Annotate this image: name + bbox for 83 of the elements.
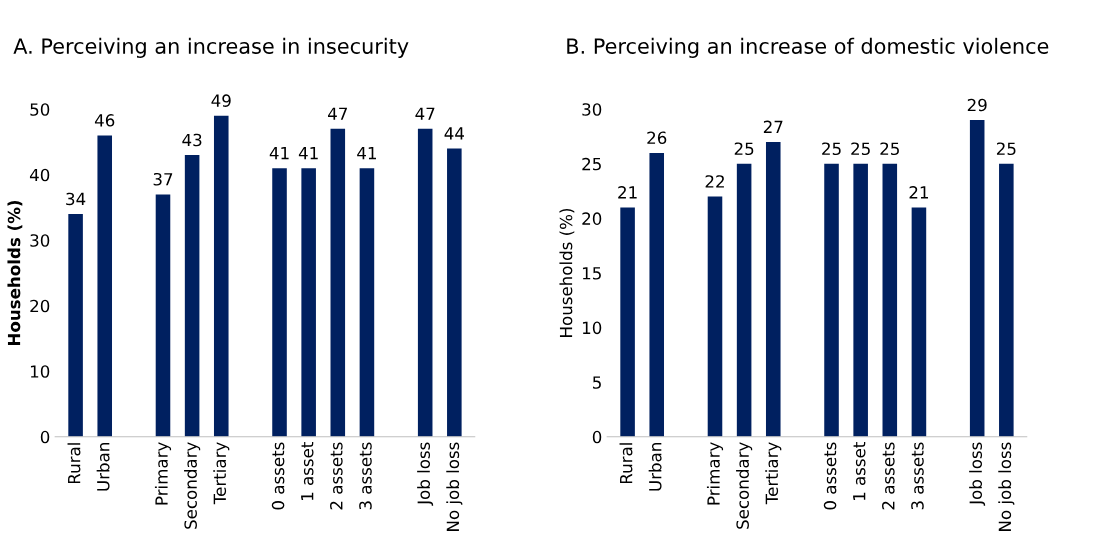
data-label: 47 bbox=[415, 107, 435, 120]
x-tick-label: 3 assets bbox=[911, 442, 924, 510]
x-tick-label: Primary bbox=[706, 442, 724, 505]
data-label: 49 bbox=[211, 94, 231, 107]
data-label: 27 bbox=[763, 120, 783, 133]
data-label: 41 bbox=[298, 147, 318, 160]
data-label: 25 bbox=[822, 142, 841, 156]
bar bbox=[736, 163, 752, 437]
data-label: 21 bbox=[618, 186, 637, 199]
y-tick-label: 50 bbox=[30, 103, 50, 116]
x-tick-label: No job loss bbox=[446, 442, 463, 531]
bar bbox=[765, 141, 781, 437]
y-tick-label: 30 bbox=[30, 234, 50, 247]
x-tick-label: 0 assets bbox=[271, 442, 285, 510]
x-tick-label: Secondary bbox=[184, 442, 201, 529]
bar bbox=[824, 163, 839, 437]
data-label: 29 bbox=[967, 98, 987, 112]
x-tick-label: 2 assets bbox=[330, 442, 343, 510]
y-tick-label: 0 bbox=[592, 430, 602, 444]
x-tick-label: 0 assets bbox=[823, 442, 837, 510]
data-label: 41 bbox=[357, 147, 376, 160]
bar bbox=[213, 115, 229, 437]
bar bbox=[969, 120, 985, 437]
x-tick-label: Rural bbox=[67, 443, 81, 484]
bar bbox=[911, 207, 927, 437]
bar bbox=[649, 152, 665, 437]
x-tick-label: Primary bbox=[154, 442, 172, 505]
bar bbox=[184, 155, 200, 437]
y-tick-label: 40 bbox=[29, 168, 50, 182]
data-label: 47 bbox=[328, 107, 347, 120]
data-label: 26 bbox=[647, 131, 667, 145]
bar bbox=[330, 128, 346, 437]
bar bbox=[359, 168, 375, 437]
x-tick-label: Job loss bbox=[417, 442, 434, 506]
y-axis-title: Households (%) bbox=[559, 208, 575, 337]
y-tick-label: 0 bbox=[40, 430, 50, 444]
data-label: 34 bbox=[66, 192, 86, 206]
x-tick-label: Tertiary bbox=[765, 442, 782, 505]
bar bbox=[707, 196, 723, 437]
data-label: 22 bbox=[705, 175, 724, 188]
bar bbox=[999, 163, 1014, 437]
bar bbox=[447, 148, 462, 437]
x-tick-label: Rural bbox=[619, 443, 633, 484]
bar bbox=[155, 194, 171, 437]
y-axis-title: Households (%) bbox=[7, 200, 23, 346]
x-tick-label: Urban bbox=[96, 443, 110, 491]
data-label: 25 bbox=[996, 142, 1016, 156]
data-label: 46 bbox=[94, 114, 115, 127]
x-tick-label: 3 assets bbox=[359, 442, 372, 510]
data-label: 44 bbox=[444, 127, 464, 140]
x-tick-label: Tertiary bbox=[213, 442, 230, 505]
x-tick-label: Job loss bbox=[969, 442, 986, 506]
x-tick-label: 1 asset bbox=[853, 442, 866, 501]
x-tick-label: 1 asset bbox=[301, 442, 314, 501]
y-tick-label: 25 bbox=[582, 157, 601, 171]
y-tick-label: 15 bbox=[582, 267, 601, 280]
bar bbox=[417, 128, 433, 437]
bar bbox=[853, 163, 868, 437]
bar bbox=[882, 163, 898, 437]
y-tick-label: 20 bbox=[30, 299, 50, 313]
bar bbox=[620, 207, 635, 437]
chart-title: A. Perceiving an increase in insecurity bbox=[13, 37, 409, 58]
x-tick-label: Urban bbox=[648, 443, 662, 491]
data-label: 37 bbox=[153, 172, 173, 186]
bar bbox=[68, 214, 83, 437]
data-label: 43 bbox=[182, 133, 202, 147]
data-label: 21 bbox=[909, 186, 928, 199]
x-tick-label: No job loss bbox=[998, 442, 1015, 531]
x-tick-label: Secondary bbox=[736, 442, 753, 529]
data-label: 41 bbox=[269, 147, 289, 160]
data-label: 25 bbox=[851, 142, 870, 156]
y-tick-label: 30 bbox=[582, 103, 602, 116]
y-tick-label: 10 bbox=[30, 365, 50, 378]
data-label: 25 bbox=[880, 142, 899, 156]
bar bbox=[97, 135, 113, 437]
chart-title: B. Perceiving an increase of domestic violence bbox=[567, 37, 1049, 58]
bar bbox=[301, 168, 316, 437]
data-label: 25 bbox=[734, 142, 754, 156]
y-tick-label: 5 bbox=[593, 376, 601, 389]
bar bbox=[272, 168, 287, 437]
y-tick-label: 10 bbox=[582, 321, 602, 335]
y-tick-label: 20 bbox=[582, 212, 602, 225]
x-tick-label: 2 assets bbox=[882, 442, 895, 510]
